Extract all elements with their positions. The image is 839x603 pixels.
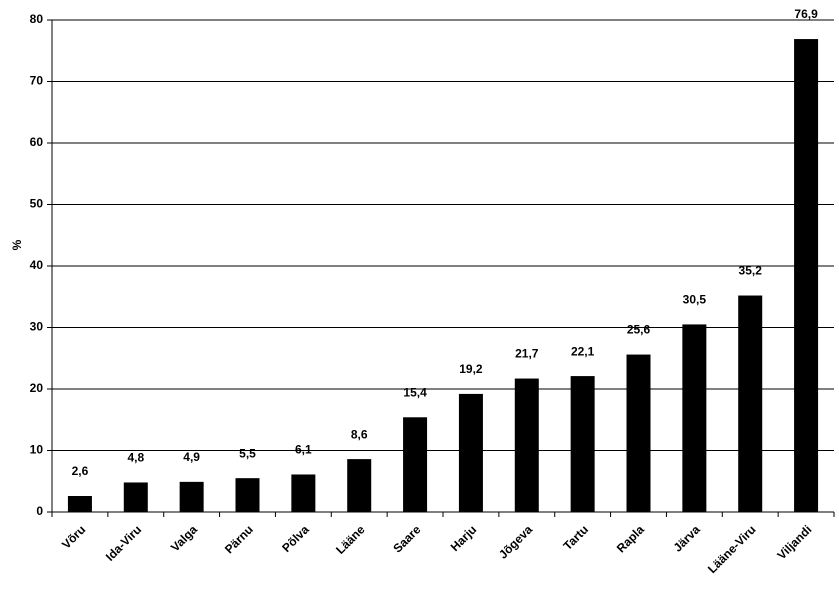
bar bbox=[403, 417, 428, 512]
value-label: 4,8 bbox=[127, 451, 144, 465]
value-label: 35,2 bbox=[739, 264, 763, 278]
x-tick-label: Rapla bbox=[614, 522, 647, 555]
y-tick-label: 20 bbox=[30, 381, 44, 395]
value-label: 15,4 bbox=[403, 385, 427, 399]
value-label: 25,6 bbox=[627, 323, 651, 337]
value-label: 2,6 bbox=[72, 464, 89, 478]
bar bbox=[514, 378, 539, 512]
value-label: 6,1 bbox=[295, 443, 312, 457]
y-tick-label: 60 bbox=[30, 135, 44, 149]
y-axis-label: % bbox=[10, 239, 24, 250]
value-label: 19,2 bbox=[459, 362, 483, 376]
value-label: 21,7 bbox=[515, 347, 539, 361]
x-tick-label: Pärnu bbox=[222, 522, 256, 556]
y-tick-label: 70 bbox=[30, 74, 44, 88]
x-tick-label: Saare bbox=[390, 522, 423, 555]
bar bbox=[123, 482, 148, 512]
bar bbox=[682, 324, 707, 512]
x-tick-label: Harju bbox=[448, 522, 480, 554]
value-label: 4,9 bbox=[183, 450, 200, 464]
y-tick-label: 50 bbox=[30, 197, 44, 211]
value-label: 8,6 bbox=[351, 427, 368, 441]
x-tick-label: Ida-Viru bbox=[103, 522, 144, 563]
value-label: 22,1 bbox=[571, 344, 595, 358]
bar bbox=[179, 481, 204, 512]
x-tick-label: Jõgeva bbox=[496, 522, 535, 561]
bar bbox=[738, 295, 763, 512]
y-tick-label: 30 bbox=[30, 320, 44, 334]
bar bbox=[794, 39, 819, 512]
bar bbox=[235, 478, 260, 512]
value-label: 76,9 bbox=[794, 7, 818, 21]
x-tick-label: Lääne-Viru bbox=[705, 522, 759, 576]
x-tick-label: Tartu bbox=[561, 522, 591, 552]
bar bbox=[570, 376, 595, 512]
x-tick-label: Põlva bbox=[279, 522, 312, 555]
bar bbox=[67, 496, 92, 512]
y-tick-label: 10 bbox=[30, 443, 44, 457]
x-tick-label: Valga bbox=[168, 522, 200, 554]
x-tick-label: Võru bbox=[59, 522, 88, 551]
bar bbox=[347, 459, 372, 512]
x-tick-label: Järva bbox=[671, 522, 703, 554]
x-tick-label: Viljandi bbox=[775, 522, 815, 562]
x-tick-label: Lääne bbox=[333, 522, 368, 557]
bar bbox=[291, 474, 316, 512]
value-label: 30,5 bbox=[683, 293, 707, 307]
value-label: 5,5 bbox=[239, 446, 256, 460]
y-tick-label: 80 bbox=[30, 12, 44, 26]
y-tick-label: 40 bbox=[30, 258, 44, 272]
bar bbox=[626, 354, 651, 512]
bar bbox=[458, 393, 483, 512]
y-tick-label: 0 bbox=[36, 504, 43, 518]
